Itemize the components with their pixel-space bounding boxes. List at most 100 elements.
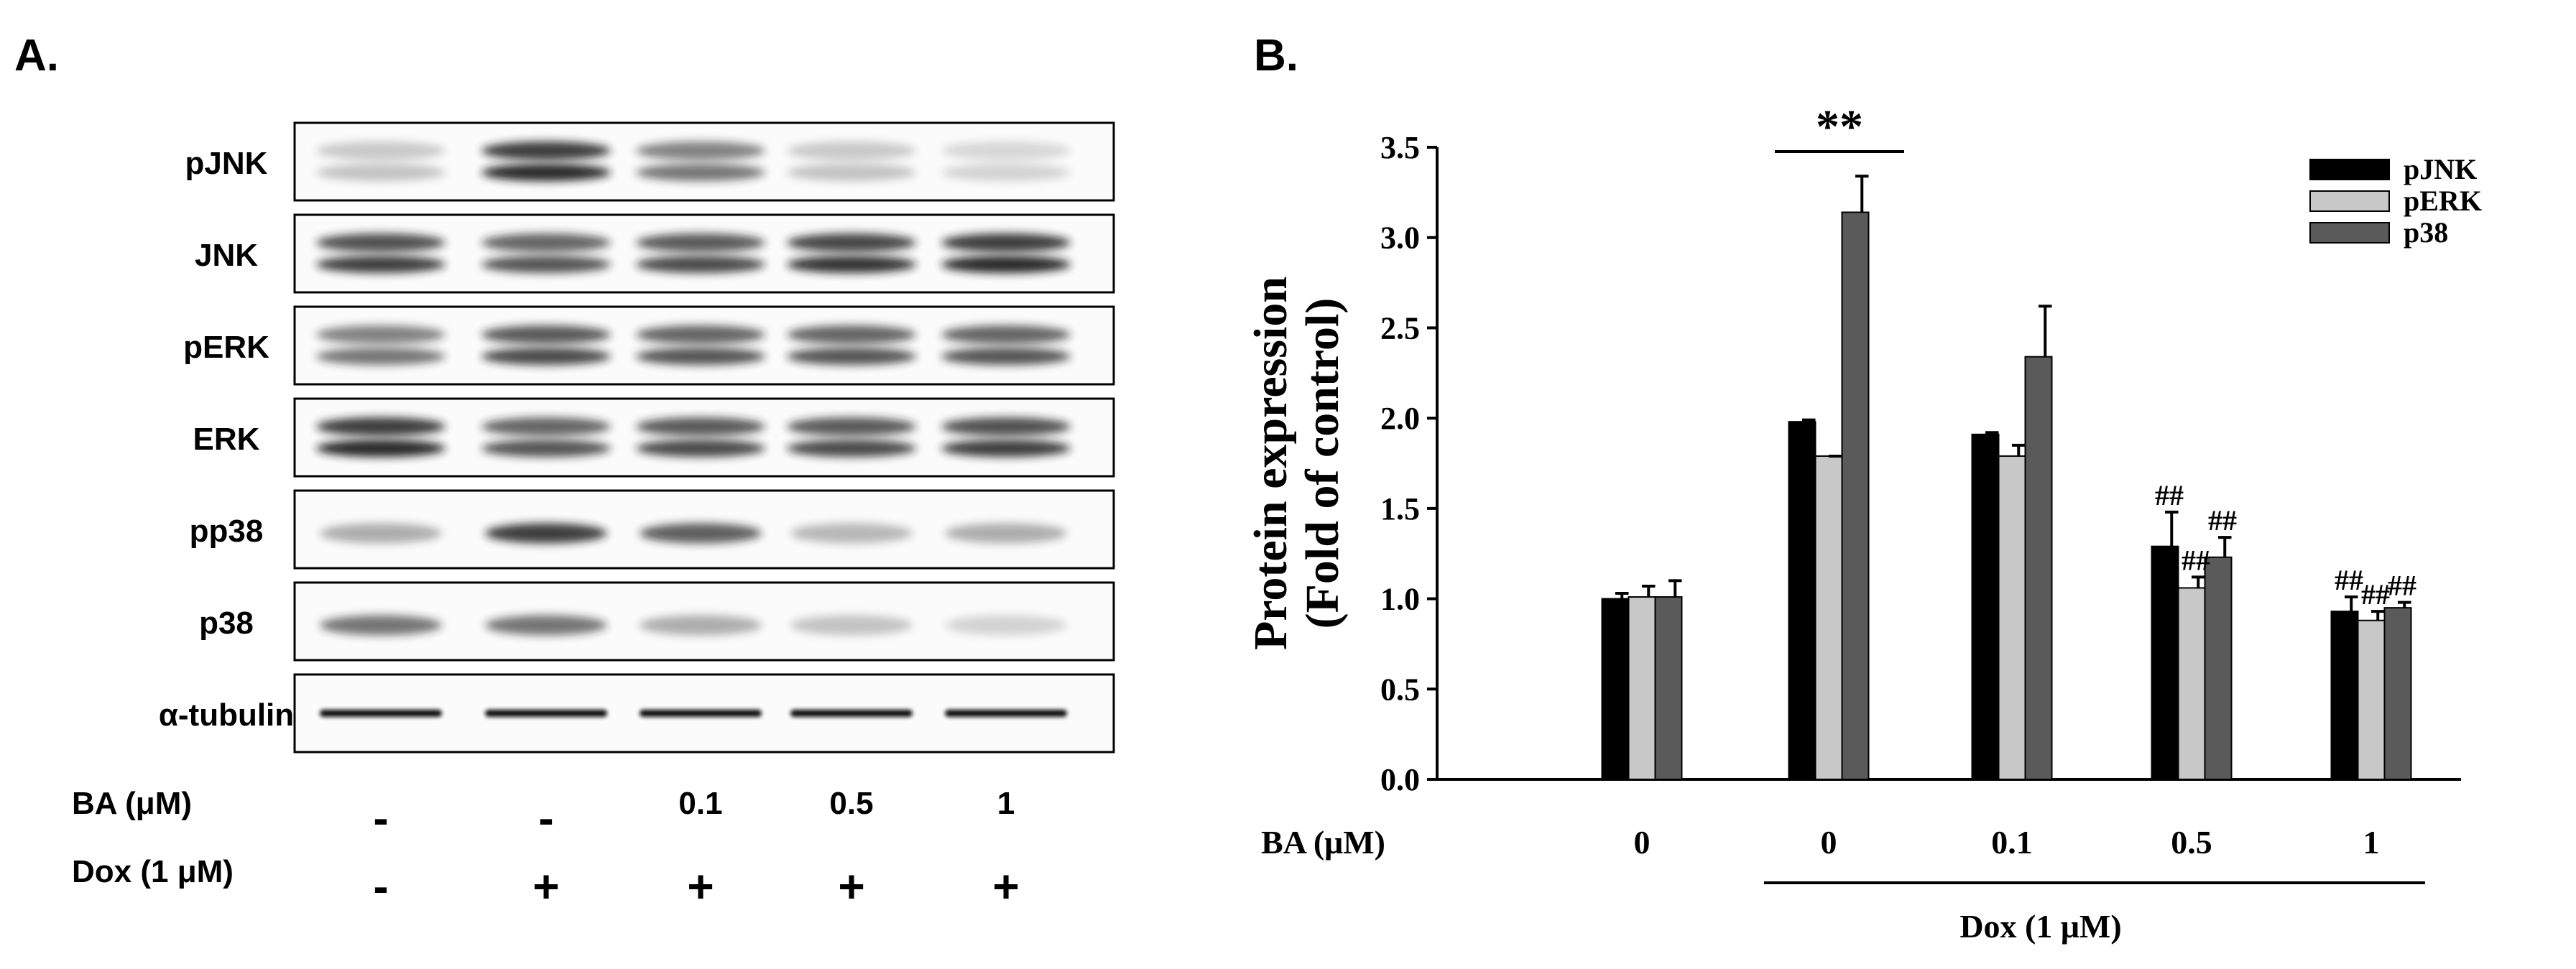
ba-row-label: BA (μM) <box>1261 824 1385 861</box>
blot-band <box>941 348 1071 366</box>
y-tick-label: 2.5 <box>1380 310 1420 346</box>
blot-band <box>787 440 916 458</box>
treatment-value: - <box>373 861 388 912</box>
y-tick-label: 0.5 <box>1380 672 1420 707</box>
treatment-label: BA (μM) <box>72 786 192 821</box>
y-tick-label: 3.0 <box>1380 221 1420 256</box>
legend-label: pERK <box>2404 185 2482 217</box>
blot-band <box>787 233 916 252</box>
y-axis-label: Protein expression(Fold of control) <box>1245 277 1349 650</box>
significance-mark: ## <box>2182 544 2210 576</box>
blot-band <box>636 440 765 458</box>
treatment-value: 0.5 <box>829 786 873 821</box>
blot-band <box>636 141 765 160</box>
blot-band <box>320 615 442 636</box>
blot-row: JNK <box>195 213 1115 294</box>
blot-band <box>945 523 1067 544</box>
blot-band <box>316 440 446 458</box>
blot-band <box>636 417 765 436</box>
blot-frame <box>293 305 1115 386</box>
x-tick-label: 0.1 <box>1991 824 2033 861</box>
legend-swatch <box>2309 222 2390 244</box>
blot-band <box>636 348 765 366</box>
legend-swatch <box>2309 190 2390 212</box>
legend-swatch <box>2309 159 2390 180</box>
significance-mark: ## <box>2335 564 2363 596</box>
y-tick-label: 1.5 <box>1380 491 1420 527</box>
blot-row: α-tubulin <box>159 673 1115 754</box>
blot-band <box>640 710 762 717</box>
panel-a-label: A. <box>14 31 59 80</box>
blot-band <box>636 164 765 182</box>
blot-band <box>941 256 1071 274</box>
blot-band <box>316 256 446 274</box>
bar <box>2151 545 2179 781</box>
blot-band <box>481 164 611 182</box>
bar <box>2204 556 2233 780</box>
blot-band <box>787 417 916 436</box>
blot-band <box>941 164 1071 182</box>
blot-band <box>481 417 611 436</box>
blot-band <box>316 164 446 182</box>
blot-band <box>640 615 762 636</box>
significance-mark: ## <box>2388 570 2416 602</box>
legend-label: pJNK <box>2404 153 2477 185</box>
blot-band <box>636 256 765 274</box>
y-tick-label: 0.0 <box>1380 762 1420 797</box>
blot-band <box>485 523 607 544</box>
blot-label: JNK <box>195 238 258 273</box>
bar <box>1998 455 2026 780</box>
blot-label: pp38 <box>190 514 264 549</box>
blot-band <box>481 141 611 160</box>
blot-row: pJNK <box>185 121 1115 202</box>
panel-b: B. 0.0 0.5 1.0 1.5 2.0 2.5 3.0 3.5 Protein expre… <box>1245 31 2482 945</box>
treatment-value: 1 <box>997 786 1015 821</box>
x-tick-label: 0 <box>1821 824 1837 861</box>
treatment-value: - <box>373 792 388 844</box>
blot-band <box>787 256 916 274</box>
blot-band <box>481 325 611 344</box>
blot-frame <box>293 213 1115 294</box>
blot-label: ERK <box>193 422 260 457</box>
treatment-value: + <box>992 861 1019 912</box>
panel-b-label: B. <box>1254 31 1298 80</box>
blot-row: pp38 <box>190 489 1115 570</box>
blot-band <box>941 440 1071 458</box>
treatment-value: 0.1 <box>678 786 722 821</box>
blot-label: pJNK <box>185 146 268 181</box>
legend-label: p38 <box>2404 216 2448 249</box>
y-tick-label: 2.0 <box>1380 401 1420 436</box>
blot-band <box>481 440 611 458</box>
blot-band <box>790 615 913 636</box>
blot-band <box>485 710 607 717</box>
blot-band <box>787 325 916 344</box>
chart-annotations: **############ <box>1775 101 2416 611</box>
x-tick-label: 1 <box>2363 824 2380 861</box>
blot-band <box>941 417 1071 436</box>
y-tick-label: 1.0 <box>1380 582 1420 617</box>
x-tick-label: 0.5 <box>2171 824 2212 861</box>
blot-band <box>316 141 446 160</box>
blot-band <box>636 325 765 344</box>
chart-axes: 0.0 0.5 1.0 1.5 2.0 2.5 3.0 3.5 Protein expressi… <box>1245 130 2461 797</box>
blot-band <box>316 348 446 366</box>
blot-band <box>941 141 1071 160</box>
bar <box>2357 619 2386 780</box>
blot-band <box>636 233 765 252</box>
bar <box>1841 211 1870 780</box>
y-tick-label: 3.5 <box>1380 130 1420 165</box>
blot-band <box>485 615 607 636</box>
blot-band <box>787 164 916 182</box>
blot-row: ERK <box>193 397 1115 478</box>
significance-mark: ## <box>2361 578 2390 611</box>
bar <box>2177 587 2206 780</box>
blot-band <box>316 325 446 344</box>
blot-band <box>787 141 916 160</box>
dox-label: Dox (1 μM) <box>1959 908 2121 945</box>
significance-mark: ## <box>2155 479 2184 511</box>
blot-band <box>640 523 762 544</box>
blot-band <box>481 233 611 252</box>
bar <box>1814 455 1843 780</box>
